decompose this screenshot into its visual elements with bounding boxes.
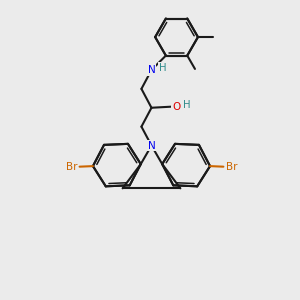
Text: Br: Br bbox=[65, 162, 77, 172]
Text: N: N bbox=[148, 140, 155, 151]
Text: Br: Br bbox=[226, 162, 238, 172]
Text: H: H bbox=[183, 100, 190, 110]
Text: O: O bbox=[172, 102, 180, 112]
Text: H: H bbox=[159, 63, 166, 73]
Text: N: N bbox=[148, 65, 156, 75]
